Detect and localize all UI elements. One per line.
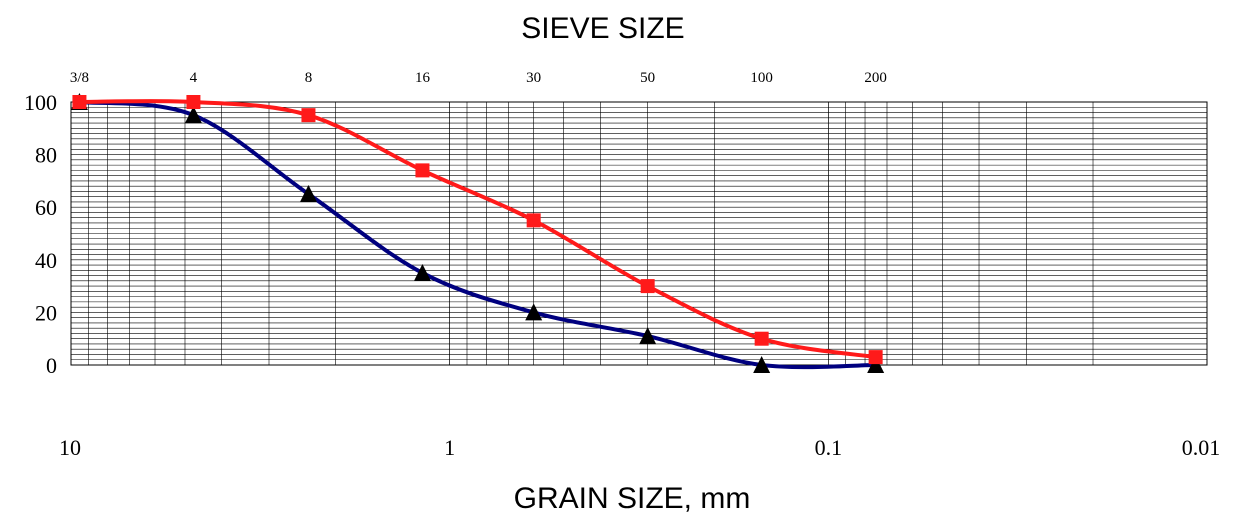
y-tick-label: 20 [35,300,57,325]
data-point-square [640,279,655,294]
x-tick-labels: 10 1 0.1 0.01 [59,435,1220,460]
data-point-square [186,95,201,109]
y-tick-label: 80 [35,143,57,168]
y-tick-label: 0 [46,353,57,378]
data-point-square [754,331,769,346]
sieve-tick-label: 50 [640,70,655,86]
data-point-triangle [639,327,657,345]
x-tick-label: 0.01 [1182,435,1221,460]
data-point-triangle [299,185,317,203]
data-point-square [868,350,883,365]
x-tick-label: 10 [59,435,81,460]
grid [70,101,1208,366]
y-tick-labels: 0 20 40 60 80 100 [24,90,57,378]
series-line-0 [77,99,878,360]
x-axis-label: GRAIN SIZE, mm [514,482,751,515]
sieve-tick-label: 4 [190,70,198,86]
x-tick-label: 1 [444,435,455,460]
sieve-tick-label: 8 [305,70,313,86]
data-point-triangle [867,356,885,373]
plot-border [70,101,1208,366]
sieve-tick-label: 3/8 [70,70,89,86]
data-point-square [526,213,541,228]
data-point-square [415,163,430,178]
data-point-triangle [525,303,543,321]
y-tick-label: 100 [24,90,57,115]
x-tick-label: 0.1 [815,435,843,460]
sieve-tick-label: 200 [864,70,887,86]
sieve-tick-label: 16 [415,70,431,86]
y-tick-label: 60 [35,195,57,220]
data-point-square [301,108,316,123]
series-layer [70,93,885,373]
data-point-triangle [413,263,431,281]
data-point-square [72,95,87,109]
sieve-tick-label: 30 [526,70,541,86]
chart-title: SIEVE SIZE [521,12,684,45]
y-tick-label: 40 [35,248,57,273]
data-point-triangle [753,356,771,373]
data-point-triangle [184,106,202,124]
series-line-1 [77,100,878,370]
sieve-tick-labels: 3/8 4 8 16 30 50 100 200 [70,70,887,86]
sieve-tick-label: 100 [750,70,773,86]
